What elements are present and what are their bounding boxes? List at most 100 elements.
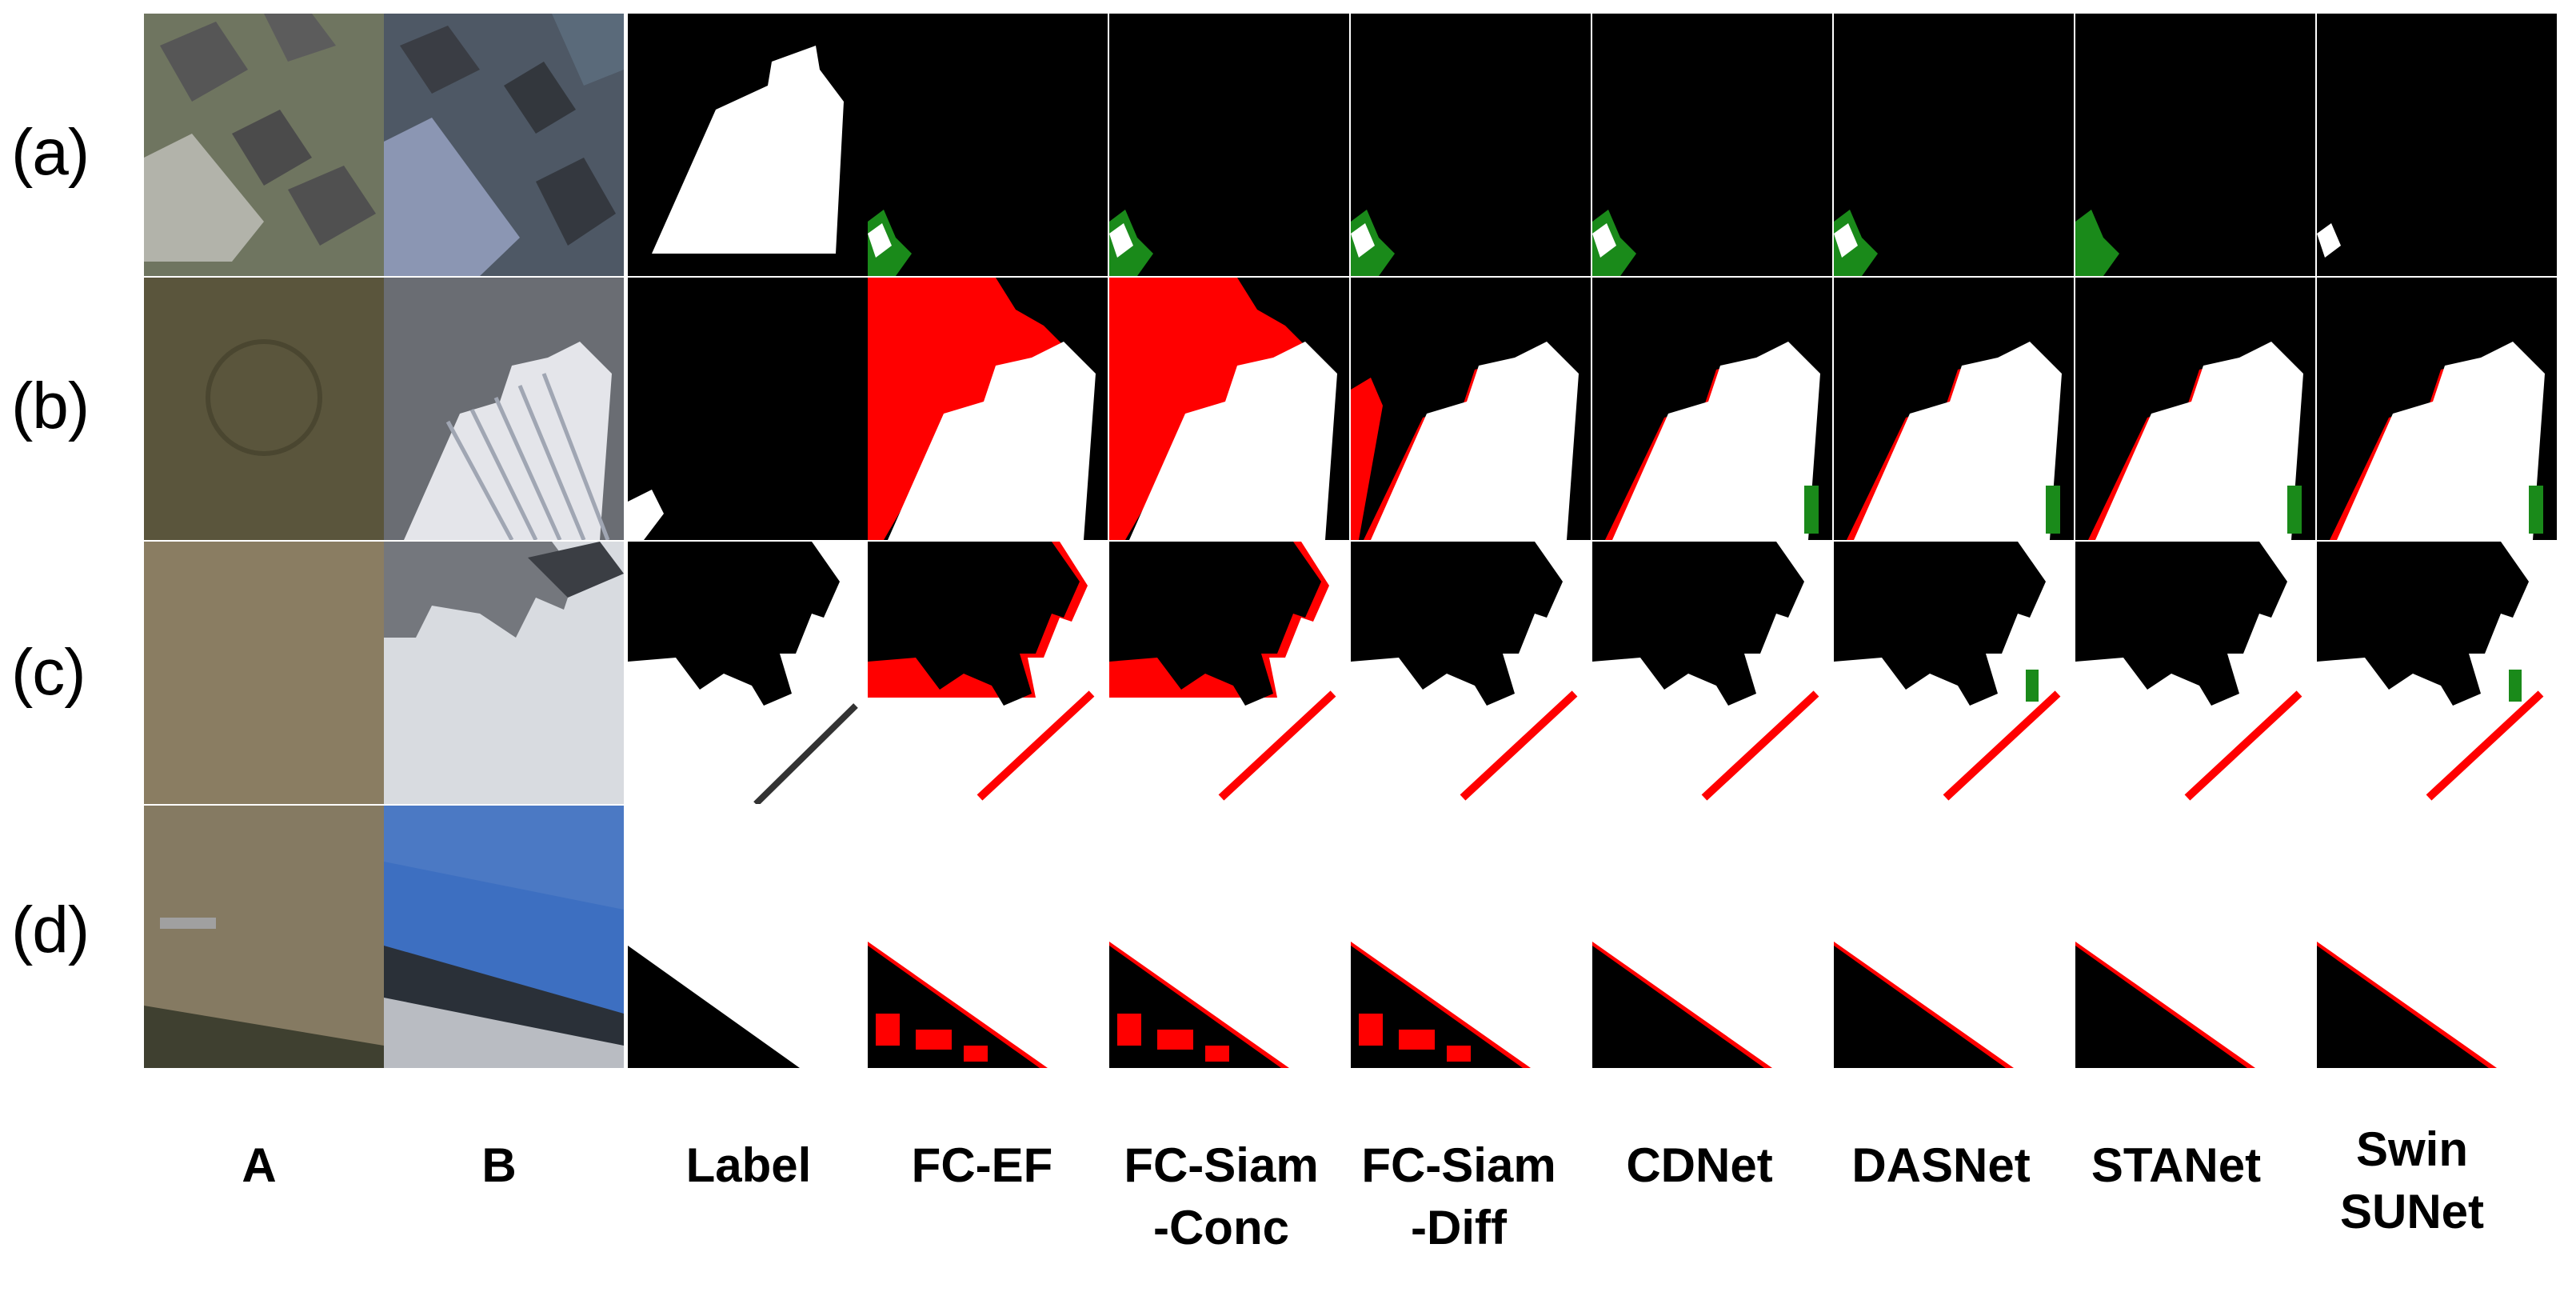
no-change-region [628,542,840,706]
no-change-region [2075,946,2247,1068]
image-cell-r3-c6 [1351,542,1591,804]
image-cell-r4-c1 [144,806,384,1068]
vehicle [160,918,216,929]
false-positive [1592,942,1772,1068]
prediction-map [1109,278,1349,540]
image-cell-r1-c7 [1592,14,1832,276]
bg [1592,14,1832,276]
no-change-region [1834,946,2006,1068]
no-change-region [1834,542,2046,706]
false-negative [2026,670,2039,702]
row-label-a: (a) [11,116,90,189]
roof [552,14,624,86]
no-change-region [628,946,800,1068]
false-positive [1157,1030,1193,1050]
image-cell-r2-c6 [1351,278,1591,540]
prediction-map [2317,542,2557,804]
col-label-label: Label [685,1138,812,1192]
col-label-fc-ef: FC-EF [911,1138,1053,1192]
image-cell-r2-c9 [2075,278,2315,540]
image-cell-r2-c7 [1592,278,1832,540]
prediction-map [1109,542,1349,804]
image-cell-r2-c1 [144,278,384,540]
false-positive [916,1030,952,1050]
dark-roof [528,542,624,598]
false-positive [868,942,1048,1068]
prediction-map [2075,14,2315,276]
image-cell-r1-c6 [1351,14,1591,276]
false-negative [2075,210,2119,276]
prediction-map [868,806,1108,1068]
no-change-region [1592,946,1764,1068]
aerial-photo [144,806,384,1068]
col-label-cdnet: CDNet [1626,1138,1773,1192]
image-cell-r4-c6 [1351,806,1591,1068]
roof [384,118,520,276]
ground-truth-map [628,542,868,804]
image-cell-r4-c5 [1109,806,1349,1068]
image-cell-r3-c9 [2075,542,2315,804]
bg [868,14,1108,276]
prediction-map [1592,278,1832,540]
prediction-map [2075,278,2315,540]
roof [288,166,376,246]
aerial-photo [384,806,624,1068]
image-cell-r3-c7 [1592,542,1832,804]
aerial-photo [384,542,624,804]
false-positive [2075,942,2255,1068]
false-positive [1109,942,1289,1068]
false-positive [1943,690,2061,801]
true-positive [1854,342,2062,540]
prediction-map [1109,14,1349,276]
false-positive [2184,690,2302,801]
prediction-map [1592,806,1832,1068]
image-cell-r4-c9 [2075,806,2315,1068]
field-circle [206,339,322,456]
prediction-map [1351,542,1591,804]
prediction-map [1109,806,1349,1068]
bg [628,278,868,540]
no-change-region [1109,946,1281,1068]
roof [536,158,616,246]
aerial-photo [384,278,624,540]
no-change-region [2317,946,2489,1068]
roof [504,62,576,134]
image-cell-r4-c2 [384,806,624,1068]
row-label-b: (b) [11,370,90,442]
image-cell-r1-c3 [628,14,868,276]
true-positive [1612,342,1820,540]
false-positive [976,690,1095,801]
roof [400,26,480,94]
prediction-map [2075,542,2315,804]
prediction-map [1592,14,1832,276]
false-positive [1351,378,1383,540]
col-label-b: B [481,1138,517,1192]
image-cell-r4-c3 [628,806,868,1068]
col-label-fc-siam-conc: FC-Siam -Conc [1124,1138,1319,1254]
false-positive [1701,690,1819,801]
bg [2317,14,2557,276]
prediction-map [1351,14,1591,276]
bg [1351,14,1591,276]
building-roof [404,342,612,540]
true-positive [1109,223,1133,258]
prediction-map [1834,806,2074,1068]
true-positive [888,342,1096,540]
true-positive [1834,223,1858,258]
sky-band [384,806,624,910]
no-change-region [868,946,1040,1068]
bg [2075,14,2315,276]
false-positive [1218,690,1336,801]
roof-ridge [469,408,538,540]
prediction-map [2317,14,2557,276]
ground-truth-map [628,278,868,540]
false-positive [964,1046,988,1062]
true-positive [2337,342,2545,540]
aerial-photo [144,542,384,804]
image-cell-r2-c5 [1109,278,1349,540]
roof [264,14,336,62]
image-cell-r4-c7 [1592,806,1832,1068]
prediction-map [2075,806,2315,1068]
true-positive [1351,223,1375,258]
image-cell-r1-c10 [2317,14,2557,276]
